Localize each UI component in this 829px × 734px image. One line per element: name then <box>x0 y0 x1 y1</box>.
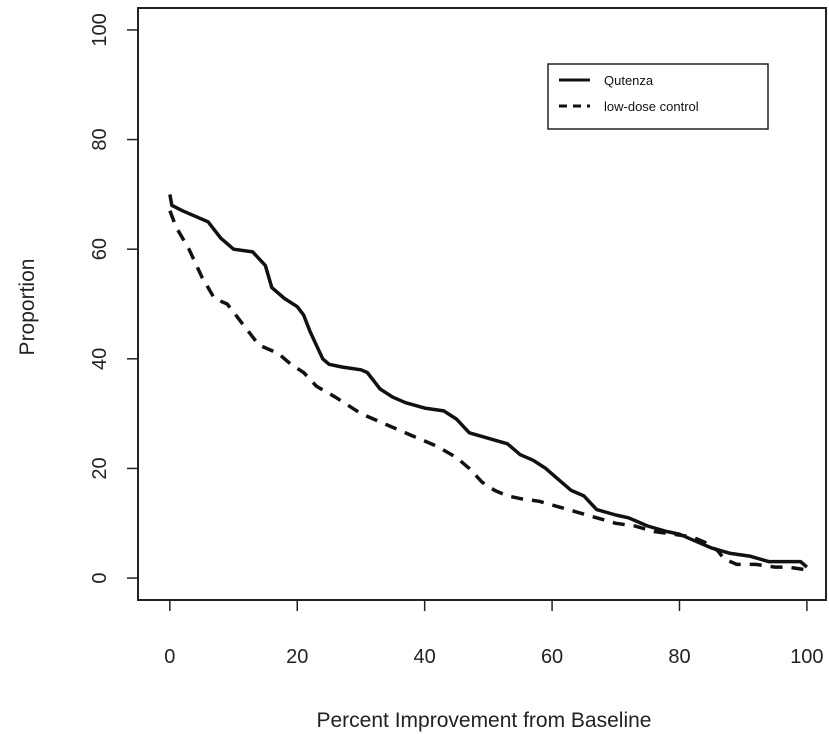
y-tick-label: 60 <box>89 238 111 260</box>
x-tick-label: 100 <box>790 646 823 668</box>
x-tick-label: 0 <box>164 646 175 668</box>
plot-frame <box>137 7 827 601</box>
series-line-qutenza <box>168 194 809 569</box>
y-axis-title: Proportion <box>16 259 39 356</box>
y-tick-label: 0 <box>89 573 111 584</box>
x-axis: 0 20 40 60 80 100 <box>164 601 824 668</box>
x-tick-label: 40 <box>414 646 436 668</box>
legend: Qutenza low-dose control <box>547 63 769 130</box>
y-tick-label: 80 <box>89 128 111 150</box>
legend-label-low-dose-control: low-dose control <box>604 99 699 114</box>
y-tick-label: 100 <box>89 13 111 46</box>
x-tick-label: 80 <box>668 646 690 668</box>
y-tick-label: 20 <box>89 457 111 479</box>
x-tick-label: 60 <box>541 646 563 668</box>
legend-box <box>547 63 769 130</box>
x-axis-title: Percent Improvement from Baseline <box>317 709 652 732</box>
y-tick-label: 40 <box>89 348 111 370</box>
y-axis: 0 20 40 60 80 100 <box>89 13 137 584</box>
legend-label-qutenza: Qutenza <box>604 73 654 88</box>
series-layer <box>168 194 809 572</box>
x-tick-label: 20 <box>286 646 308 668</box>
